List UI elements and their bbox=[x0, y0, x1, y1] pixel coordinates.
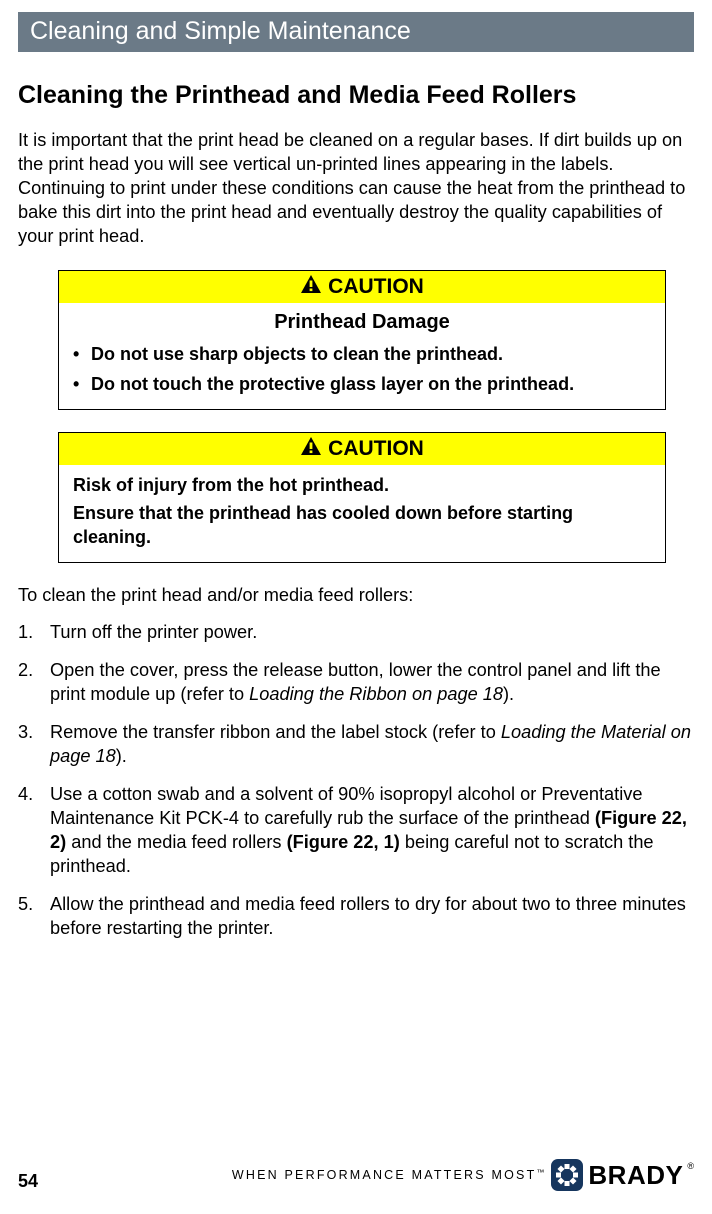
cross-ref: Loading the Ribbon on page 18 bbox=[249, 684, 503, 704]
chapter-title-bar: Cleaning and Simple Maintenance bbox=[18, 12, 694, 52]
caution-box-2: CAUTION Risk of injury from the hot prin… bbox=[58, 432, 666, 563]
step-3: Remove the transfer ribbon and the label… bbox=[18, 720, 694, 768]
step-text: Turn off the printer power. bbox=[50, 620, 257, 644]
step-text: Allow the printhead and media feed rolle… bbox=[50, 892, 694, 940]
tagline-text: WHEN PERFORMANCE MATTERS MOST bbox=[232, 1168, 537, 1182]
brady-wordmark: BRADY bbox=[588, 1160, 683, 1191]
registered-symbol: ® bbox=[687, 1161, 694, 1171]
step-fragment: ). bbox=[116, 746, 127, 766]
trademark-symbol: ™ bbox=[536, 1168, 544, 1177]
step-text: Use a cotton swab and a solvent of 90% i… bbox=[50, 782, 694, 878]
step-fragment: and the media feed rollers bbox=[66, 832, 286, 852]
caution-label: CAUTION bbox=[328, 275, 424, 299]
page-number: 54 bbox=[18, 1171, 38, 1192]
figure-ref: (Figure 22, 1) bbox=[287, 832, 400, 852]
step-fragment: ). bbox=[503, 684, 514, 704]
step-fragment: Remove the transfer ribbon and the label… bbox=[50, 722, 501, 742]
caution-line: Ensure that the printhead has cooled dow… bbox=[73, 501, 651, 550]
intro-paragraph: It is important that the print head be c… bbox=[18, 128, 694, 248]
caution-label: CAUTION bbox=[328, 437, 424, 461]
section-heading: Cleaning the Printhead and Media Feed Ro… bbox=[18, 80, 694, 110]
caution-header: CAUTION bbox=[59, 433, 665, 465]
tagline: WHEN PERFORMANCE MATTERS MOST™ bbox=[232, 1168, 545, 1182]
step-1: Turn off the printer power. bbox=[18, 620, 694, 644]
step-text: Remove the transfer ribbon and the label… bbox=[50, 720, 694, 768]
step-5: Allow the printhead and media feed rolle… bbox=[18, 892, 694, 940]
footer-branding: WHEN PERFORMANCE MATTERS MOST™ BRADY ® bbox=[232, 1158, 694, 1192]
caution-body: Risk of injury from the hot printhead. E… bbox=[59, 465, 665, 562]
caution-subtitle: Printhead Damage bbox=[73, 309, 651, 336]
step-text: Open the cover, press the release button… bbox=[50, 658, 694, 706]
caution-box-1: CAUTION Printhead Damage •Do not use sha… bbox=[58, 270, 666, 410]
step-fragment: Use a cotton swab and a solvent of 90% i… bbox=[50, 784, 642, 828]
caution-bullet-text: Do not use sharp objects to clean the pr… bbox=[91, 342, 503, 366]
caution-body: Printhead Damage •Do not use sharp objec… bbox=[59, 303, 665, 409]
brady-logo: BRADY ® bbox=[550, 1158, 694, 1192]
brady-logo-icon bbox=[550, 1158, 584, 1192]
caution-bullet: •Do not touch the protective glass layer… bbox=[73, 372, 651, 396]
step-4: Use a cotton swab and a solvent of 90% i… bbox=[18, 782, 694, 878]
procedure-steps: Turn off the printer power. Open the cov… bbox=[18, 620, 694, 940]
procedure-lead: To clean the print head and/or media fee… bbox=[18, 585, 694, 606]
warning-icon bbox=[300, 436, 322, 462]
step-2: Open the cover, press the release button… bbox=[18, 658, 694, 706]
caution-bullet-text: Do not touch the protective glass layer … bbox=[91, 372, 574, 396]
caution-header: CAUTION bbox=[59, 271, 665, 303]
caution-bullet: •Do not use sharp objects to clean the p… bbox=[73, 342, 651, 366]
warning-icon bbox=[300, 274, 322, 300]
caution-line: Risk of injury from the hot printhead. bbox=[73, 473, 651, 497]
page-footer: 54 WHEN PERFORMANCE MATTERS MOST™ BRADY … bbox=[0, 1158, 712, 1192]
